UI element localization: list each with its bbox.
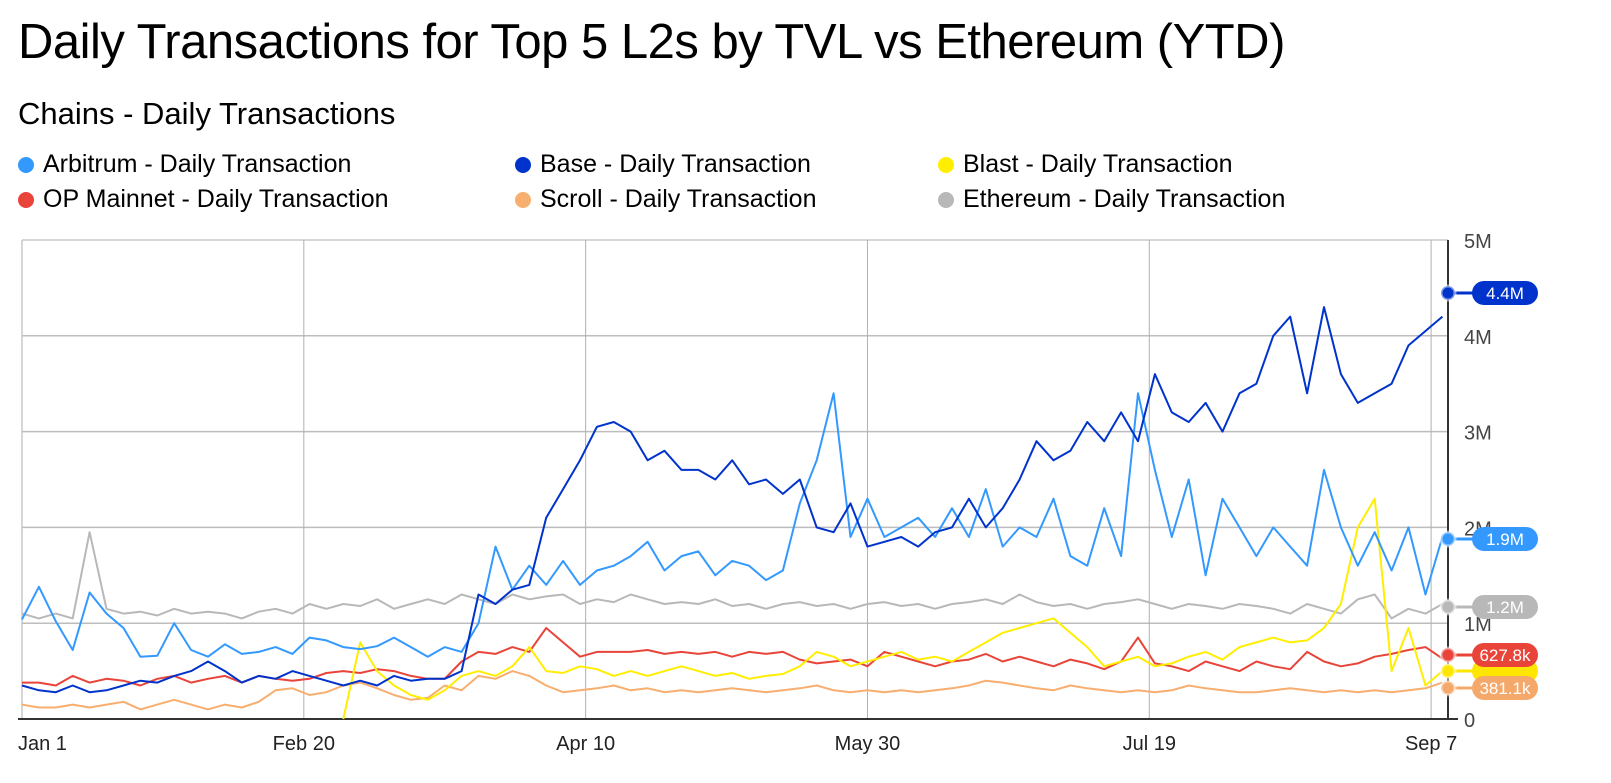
x-tick-label: Jul 19 (1123, 733, 1176, 755)
legend-item-arbitrum[interactable]: Arbitrum - Daily Transaction (18, 150, 351, 179)
legend-marker-icon (515, 156, 531, 173)
y-tick-label: 1M (1464, 614, 1492, 636)
x-tick-label: Sep 7 (1405, 733, 1457, 755)
end-value-marker: 1.9M (1439, 527, 1538, 551)
legend-label: Blast - Daily Transaction (963, 150, 1233, 178)
series-line-arbitrum (21, 392, 1444, 658)
x-tick-label: May 30 (835, 733, 901, 755)
end-value-labels: 1.2M 627.8k 381.1k 1.9M 4.4M (1439, 281, 1538, 700)
value-pill-label: 4.4M (1486, 284, 1524, 303)
end-value-marker: 4.4M (1439, 281, 1538, 305)
end-point-dot (1439, 284, 1457, 302)
y-tick-label: 4M (1464, 327, 1492, 349)
end-point-dot (1439, 598, 1457, 616)
value-pill-label: 1.9M (1486, 530, 1524, 549)
end-value-marker: 1.2M (1439, 595, 1538, 619)
x-tick-label: Feb 20 (273, 733, 335, 755)
value-pill-label: 381.1k (1479, 679, 1531, 698)
legend: Arbitrum - Daily Transaction Base - Dail… (18, 150, 1418, 220)
legend-label: OP Mainnet - Daily Transaction (43, 185, 389, 213)
legend-label: Base - Daily Transaction (540, 150, 811, 178)
legend-marker-icon (18, 191, 34, 208)
x-tick-label: Jan 1 (18, 733, 67, 755)
legend-item-base[interactable]: Base - Daily Transaction (515, 150, 811, 179)
legend-item-blast[interactable]: Blast - Daily Transaction (938, 150, 1233, 179)
series-line-blast (342, 497, 1444, 720)
y-tick-label: 0 (1464, 710, 1475, 732)
value-pill (1472, 676, 1538, 700)
legend-label: Arbitrum - Daily Transaction (43, 150, 352, 178)
legend-label: Ethereum - Daily Transaction (963, 185, 1286, 213)
series-line-scroll (21, 670, 1443, 711)
chart-subtitle: Chains - Daily Transactions (18, 96, 396, 131)
value-pill (1472, 527, 1538, 551)
value-pill (1472, 643, 1538, 667)
legend-marker-icon (18, 156, 34, 173)
legend-label: Scroll - Daily Transaction (540, 185, 817, 213)
legend-item-ethereum[interactable]: Ethereum - Daily Transaction (938, 185, 1285, 214)
y-tick-label: 3M (1464, 423, 1492, 445)
chart-title: Daily Transactions for Top 5 L2s by TVL … (18, 15, 1285, 69)
grid (18, 239, 1458, 720)
legend-item-scroll[interactable]: Scroll - Daily Transaction (515, 185, 816, 214)
x-tick-label: Apr 10 (556, 733, 615, 755)
end-point-dot (1439, 679, 1457, 697)
end-value-marker: 381.1k (1439, 676, 1538, 700)
series-line-ethereum (21, 531, 1443, 620)
legend-marker-icon (515, 191, 531, 208)
x-axis: Jan 1 Feb 20 Apr 10 May 30 Jul 19 Sep 7 (18, 733, 1457, 755)
end-point-dot (1439, 662, 1457, 680)
y-tick-label: 5M (1464, 231, 1492, 253)
series-lines (21, 306, 1444, 720)
legend-item-op-mainnet[interactable]: OP Mainnet - Daily Transaction (18, 185, 389, 214)
value-pill-label: 627.8k (1479, 646, 1531, 665)
value-pill-label: 1.2M (1486, 598, 1524, 617)
series-line-base (21, 306, 1444, 694)
legend-marker-icon (938, 191, 954, 208)
end-point-dot (1439, 530, 1457, 548)
end-value-marker: 627.8k (1439, 643, 1538, 667)
legend-marker-icon (938, 156, 954, 173)
value-pill (1472, 281, 1538, 305)
value-pill (1472, 595, 1538, 619)
end-point-dot (1439, 646, 1457, 664)
